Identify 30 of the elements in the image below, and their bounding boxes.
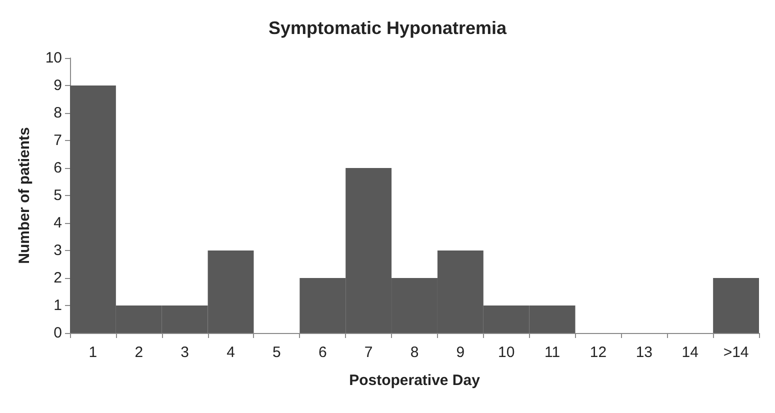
y-tick-label: 8 xyxy=(54,104,62,122)
x-tick-label: 3 xyxy=(180,344,190,361)
x-tick-label: 11 xyxy=(544,344,560,361)
x-tick-label: 10 xyxy=(498,344,515,361)
y-tick-label: 1 xyxy=(54,297,62,314)
x-tick-label: 1 xyxy=(88,344,98,361)
y-tick-label: 6 xyxy=(54,160,62,176)
x-axis-title: Postoperative Day xyxy=(349,372,481,389)
y-tick-label: 3 xyxy=(54,242,62,259)
x-tick-label: 5 xyxy=(272,344,281,361)
y-tick-label: 4 xyxy=(54,214,62,232)
bar xyxy=(713,278,759,333)
y-tick-label: 2 xyxy=(54,270,62,286)
x-tick-label: 13 xyxy=(636,344,653,361)
x-tick-label: >14 xyxy=(723,344,749,361)
y-tick-label: 0 xyxy=(54,324,62,342)
chart-title: Symptomatic Hyponatremia xyxy=(268,18,508,38)
y-tick-label: 7 xyxy=(54,132,62,149)
x-tick-label: 12 xyxy=(590,344,607,361)
x-tick-label: 2 xyxy=(134,344,144,361)
x-tick-label: 7 xyxy=(364,344,373,361)
x-tick-label: 8 xyxy=(410,344,419,361)
x-tick-label: 6 xyxy=(318,344,327,361)
y-axis-title: Number of patients xyxy=(16,127,33,264)
x-tick-label: 9 xyxy=(456,344,465,361)
y-tick-label: 5 xyxy=(54,187,62,204)
x-tick-label: 4 xyxy=(226,344,235,361)
x-tick-label: 14 xyxy=(682,344,698,361)
y-tick-label: 10 xyxy=(45,50,62,66)
y-tick-label: 9 xyxy=(54,77,62,94)
